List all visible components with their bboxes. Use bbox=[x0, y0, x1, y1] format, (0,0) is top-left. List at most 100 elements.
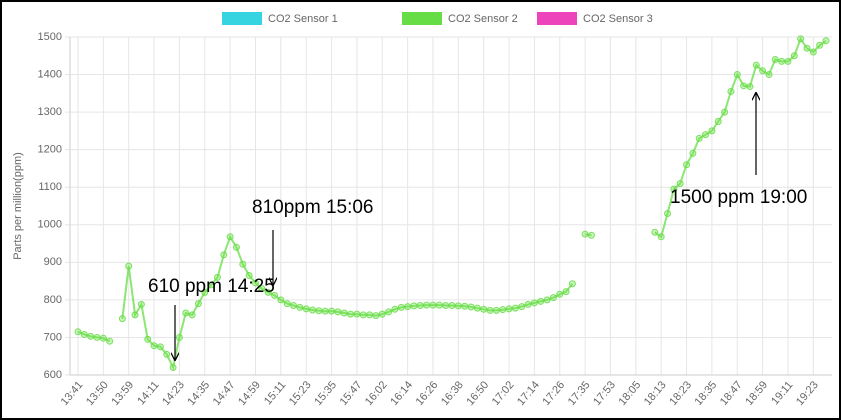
data-point bbox=[163, 350, 171, 358]
legend-swatch bbox=[537, 12, 577, 25]
data-point bbox=[296, 303, 304, 311]
data-point bbox=[587, 231, 595, 239]
data-point bbox=[752, 61, 760, 69]
data-point bbox=[695, 134, 703, 142]
data-point bbox=[309, 306, 317, 314]
data-point bbox=[549, 294, 557, 302]
data-point bbox=[347, 310, 355, 318]
data-point bbox=[144, 335, 152, 343]
data-point bbox=[556, 290, 564, 298]
y-tick-label: 1100 bbox=[38, 181, 62, 193]
data-point bbox=[708, 127, 716, 135]
y-tick-label: 1200 bbox=[38, 144, 62, 156]
data-point bbox=[277, 296, 285, 304]
data-point bbox=[454, 302, 462, 310]
data-point bbox=[790, 52, 798, 60]
series-line bbox=[654, 36, 827, 239]
data-point bbox=[404, 303, 412, 311]
data-point bbox=[220, 251, 228, 259]
data-point bbox=[283, 300, 291, 308]
data-point bbox=[511, 304, 519, 312]
legend-label: CO2 Sensor 1 bbox=[268, 13, 338, 25]
y-tick-label: 700 bbox=[44, 331, 62, 343]
data-point bbox=[156, 343, 164, 351]
data-point bbox=[797, 35, 805, 43]
data-point bbox=[809, 48, 817, 56]
y-tick-label: 900 bbox=[44, 256, 62, 268]
data-point bbox=[359, 311, 367, 319]
data-point bbox=[480, 305, 488, 313]
data-point bbox=[740, 82, 748, 90]
data-point bbox=[816, 41, 824, 49]
data-point bbox=[467, 303, 475, 311]
data-point bbox=[182, 309, 190, 317]
data-point bbox=[201, 288, 209, 296]
data-point bbox=[188, 311, 196, 319]
annotation: 1500 ppm 19:00 bbox=[670, 187, 807, 208]
data-point bbox=[106, 337, 114, 345]
data-point bbox=[226, 233, 234, 241]
y-tick-label: 1500 bbox=[38, 31, 62, 43]
data-point bbox=[524, 300, 532, 308]
data-point bbox=[391, 305, 399, 313]
data-point bbox=[727, 87, 735, 95]
data-point bbox=[429, 301, 437, 309]
data-point bbox=[137, 300, 145, 308]
data-point bbox=[302, 305, 310, 313]
data-point bbox=[651, 228, 659, 236]
data-point bbox=[397, 303, 405, 311]
legend-swatch bbox=[402, 12, 442, 25]
data-point bbox=[245, 271, 253, 279]
annotation: 610 ppm 14:25 bbox=[148, 276, 275, 297]
data-point bbox=[150, 342, 158, 350]
legend-swatch bbox=[222, 12, 262, 25]
data-point bbox=[232, 243, 240, 251]
data-point bbox=[733, 71, 741, 79]
data-point bbox=[264, 288, 272, 296]
y-tick-label: 1000 bbox=[38, 219, 62, 231]
data-point bbox=[765, 71, 773, 79]
annotation: 810ppm 15:06 bbox=[252, 197, 374, 218]
data-point bbox=[461, 302, 469, 310]
data-point bbox=[714, 118, 722, 125]
legend-label: CO2 Sensor 3 bbox=[583, 13, 653, 25]
data-point bbox=[169, 363, 177, 371]
data-point bbox=[537, 297, 545, 305]
data-point bbox=[321, 307, 329, 315]
data-point bbox=[353, 310, 361, 318]
y-tick-label: 1300 bbox=[38, 106, 62, 118]
data-point bbox=[822, 37, 830, 45]
data-point bbox=[271, 291, 279, 299]
data-point bbox=[385, 308, 393, 316]
data-point bbox=[530, 299, 538, 307]
data-point bbox=[416, 302, 424, 310]
data-point bbox=[448, 302, 456, 310]
data-point bbox=[442, 302, 450, 310]
legend-label: CO2 Sensor 2 bbox=[448, 13, 518, 25]
data-point bbox=[784, 57, 792, 65]
data-point bbox=[689, 149, 697, 157]
y-axis-title: Parts per million(ppm) bbox=[12, 152, 24, 260]
data-point bbox=[118, 315, 126, 323]
data-point bbox=[518, 303, 526, 311]
data-point bbox=[473, 304, 481, 312]
y-tick-label: 600 bbox=[44, 369, 62, 381]
data-point bbox=[239, 260, 247, 268]
data-point bbox=[562, 288, 570, 296]
data-point bbox=[771, 56, 779, 64]
data-point bbox=[746, 83, 754, 91]
data-point bbox=[505, 305, 513, 313]
data-point bbox=[702, 131, 710, 139]
data-point bbox=[581, 230, 589, 238]
data-point bbox=[258, 285, 266, 293]
data-point bbox=[315, 307, 323, 315]
data-point bbox=[194, 300, 202, 308]
data-point bbox=[93, 333, 101, 341]
data-point bbox=[251, 279, 259, 287]
data-point bbox=[543, 296, 551, 304]
data-point bbox=[328, 307, 336, 315]
data-point bbox=[366, 311, 374, 319]
data-point bbox=[410, 302, 418, 310]
y-tick-label: 800 bbox=[44, 294, 62, 306]
